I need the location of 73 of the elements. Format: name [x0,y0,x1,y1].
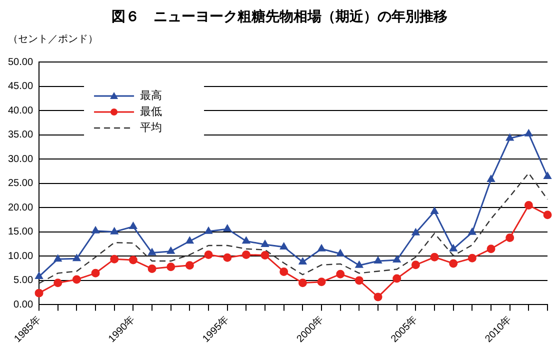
legend-label: 最低 [140,104,162,118]
y-tick-label: 0.00 [14,299,34,310]
point [486,244,496,254]
point [449,259,458,268]
point [392,274,402,283]
line-series [38,172,548,284]
point [468,254,476,262]
point [374,256,382,264]
point [430,252,439,262]
point [92,226,100,234]
point [336,249,344,256]
point [354,276,364,285]
point [506,233,514,242]
point [318,244,326,252]
y-tick-label: 50.00 [8,56,34,68]
point [54,278,62,288]
y-tick-label: 15.00 [8,226,34,238]
point [148,264,156,274]
point [129,222,137,230]
y-tick-label: 5.00 [14,275,34,286]
point [204,250,213,259]
point [524,200,533,210]
point [280,242,288,250]
point [260,250,270,260]
point [35,272,43,280]
point [543,210,552,220]
point [280,267,288,276]
point [166,262,176,272]
point [223,253,232,262]
point [355,261,363,268]
point [110,228,118,234]
point [317,278,326,286]
point [450,244,458,252]
point [261,240,269,248]
point [242,250,250,259]
point [110,254,119,264]
point [298,278,307,288]
point [298,258,306,264]
legend-label: 平均 [140,120,162,134]
y-tick-label: 30.00 [8,154,34,165]
point [204,227,212,234]
y-tick-label: 10.00 [8,250,34,262]
point [167,247,175,254]
point [242,236,250,244]
point [336,270,345,278]
y-tick-label: 40.00 [8,105,34,116]
point [185,261,194,270]
point [128,256,138,264]
point [224,224,232,232]
point [468,228,476,235]
point [487,175,495,182]
point [411,260,420,270]
point [412,228,420,236]
point [54,254,62,262]
point [148,248,156,256]
y-tick-label: 35.00 [8,130,34,141]
y-tick-label: 25.00 [8,178,34,190]
point [524,130,532,136]
y-tick-label: 45.00 [8,81,34,92]
point [393,256,401,263]
chart-title: 図６ ニューヨーク粗糖先物相場（期近）の年別推移 [110,8,448,27]
point [506,134,514,141]
legend-label: 最高 [140,88,162,102]
point [91,268,100,278]
point [374,292,382,302]
point [34,288,44,298]
point [72,254,80,262]
y-axis-title: （セント／ポンド） [7,33,99,47]
point [186,236,194,244]
point [544,172,552,180]
point [430,207,438,214]
y-tick-label: 20.00 [8,202,34,214]
point [72,275,81,284]
